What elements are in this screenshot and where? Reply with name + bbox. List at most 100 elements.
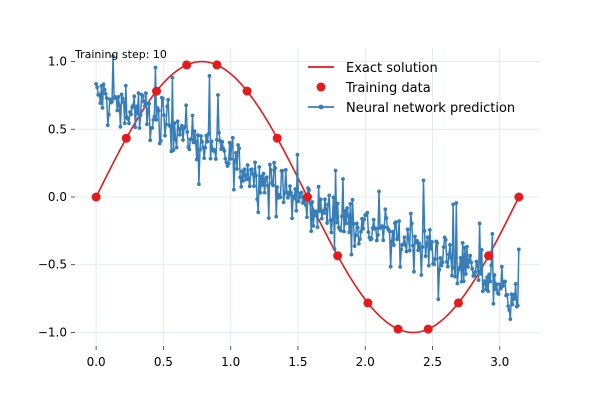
- nn-prediction-point: [420, 245, 425, 249]
- nn-prediction-point: [352, 244, 357, 248]
- nn-prediction-point: [506, 304, 511, 309]
- nn-prediction-point: [359, 229, 363, 234]
- nn-prediction-point: [397, 219, 402, 223]
- nn-prediction-point: [137, 126, 142, 130]
- nn-prediction-point: [171, 148, 176, 152]
- nn-prediction-point: [498, 286, 503, 291]
- nn-prediction-point: [290, 216, 295, 221]
- nn-prediction-point: [269, 168, 273, 172]
- nn-prediction-point: [353, 233, 358, 238]
- nn-prediction-point: [303, 203, 308, 208]
- nn-prediction-point: [120, 96, 125, 101]
- training-data-point: [121, 133, 131, 143]
- nn-prediction-point: [141, 99, 146, 104]
- nn-prediction-point: [350, 197, 355, 202]
- nn-prediction-point: [310, 200, 315, 204]
- nn-prediction-point: [294, 208, 299, 213]
- nn-prediction-point: [501, 284, 505, 288]
- nn-prediction-point: [491, 301, 496, 306]
- nn-prediction-point: [187, 147, 192, 152]
- nn-prediction-point: [422, 228, 427, 233]
- nn-prediction-point: [259, 174, 264, 179]
- nn-prediction-point: [196, 182, 201, 187]
- x-tick-label: 3.0: [490, 355, 509, 369]
- nn-prediction-point: [365, 210, 370, 215]
- nn-prediction-point: [335, 201, 340, 206]
- nn-prediction-point: [144, 91, 148, 96]
- nn-prediction-point: [440, 260, 445, 265]
- nn-prediction-point: [135, 111, 140, 116]
- nn-prediction-point: [402, 235, 407, 240]
- nn-prediction-point: [257, 165, 262, 169]
- nn-prediction-point: [111, 54, 115, 59]
- nn-prediction-point: [299, 190, 304, 195]
- legend-exact-label: Exact solution: [346, 61, 438, 76]
- x-tick-label: 0.0: [87, 355, 106, 369]
- nn-prediction-point: [382, 225, 387, 229]
- nn-prediction-point: [403, 243, 408, 247]
- nn-prediction-point: [158, 138, 163, 143]
- nn-prediction-point: [407, 248, 412, 253]
- nn-prediction-point: [271, 183, 275, 188]
- nn-prediction-point: [480, 289, 485, 294]
- nn-prediction-point: [185, 129, 190, 134]
- nn-prediction-point: [327, 193, 332, 198]
- nn-prediction-point: [241, 178, 246, 183]
- nn-prediction-point: [212, 148, 217, 153]
- nn-prediction-point: [293, 187, 298, 191]
- nn-prediction-point: [457, 265, 462, 270]
- nn-prediction-point: [443, 237, 448, 242]
- nn-prediction-point: [296, 199, 301, 204]
- nn-prediction-point: [132, 94, 137, 99]
- nn-prediction-point: [472, 273, 477, 278]
- training-data-point: [393, 324, 403, 334]
- nn-prediction-point: [346, 213, 351, 218]
- nn-prediction-point: [333, 168, 338, 173]
- nn-prediction-point: [220, 139, 225, 144]
- nn-prediction-point: [493, 287, 498, 292]
- nn-prediction-point: [134, 104, 139, 109]
- training-data-point: [514, 192, 524, 202]
- y-tick-label: 0.5: [48, 122, 67, 136]
- nn-prediction-point: [461, 279, 466, 284]
- nn-prediction-point: [366, 230, 371, 235]
- nn-prediction-point: [195, 133, 200, 138]
- training-data-point: [453, 298, 463, 308]
- nn-prediction-point: [383, 207, 388, 212]
- nn-prediction-point: [381, 238, 386, 243]
- nn-prediction-point: [332, 247, 337, 251]
- nn-prediction-point: [151, 118, 156, 122]
- nn-prediction-point: [494, 282, 499, 287]
- nn-prediction-point: [468, 253, 472, 258]
- nn-prediction-point: [236, 143, 240, 147]
- nn-prediction-point: [233, 159, 237, 163]
- nn-prediction-point: [222, 149, 227, 153]
- nn-prediction-point: [231, 187, 236, 192]
- nn-prediction-point: [317, 209, 322, 214]
- nn-prediction-point: [272, 160, 276, 165]
- nn-prediction-point: [361, 226, 365, 231]
- nn-prediction-point: [156, 108, 161, 113]
- nn-prediction-point: [262, 190, 267, 195]
- nn-prediction-point: [503, 279, 507, 284]
- training-data-point: [212, 60, 222, 70]
- nn-prediction-point: [369, 237, 374, 241]
- nn-prediction-point: [160, 96, 165, 101]
- nn-prediction-point: [342, 229, 346, 234]
- nn-prediction-point: [474, 259, 479, 264]
- nn-prediction-point: [173, 137, 178, 142]
- nn-prediction-point: [430, 240, 434, 244]
- nn-prediction-point: [170, 75, 175, 80]
- nn-prediction-point: [478, 272, 483, 276]
- nn-prediction-point: [129, 112, 133, 117]
- nn-prediction-point: [288, 184, 292, 189]
- nn-prediction-point: [199, 134, 203, 138]
- nn-prediction-point: [264, 175, 269, 180]
- nn-prediction-point: [281, 200, 286, 205]
- nn-prediction-point: [140, 94, 145, 98]
- nn-prediction-point: [508, 317, 513, 322]
- neural-network-prediction-series: [94, 54, 521, 322]
- nn-prediction-point: [98, 101, 103, 105]
- nn-prediction-point: [194, 157, 199, 162]
- nn-prediction-point: [121, 100, 126, 105]
